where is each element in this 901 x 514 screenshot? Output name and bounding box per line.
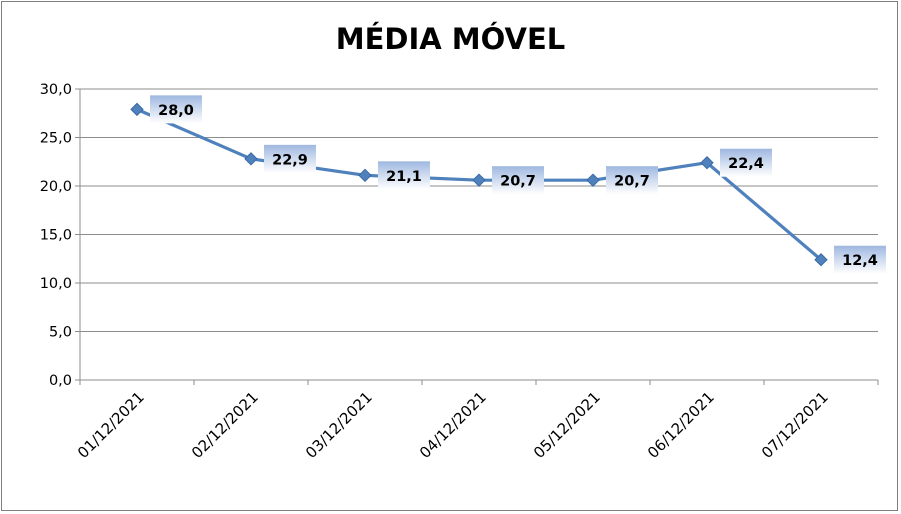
x-tick-label: 01/12/2021 [74,388,148,462]
data-point-marker [586,173,600,187]
data-label-text: 28,0 [158,103,194,119]
data-point-marker [244,152,258,166]
gridlines [80,88,878,332]
x-tick-label: 07/12/2021 [758,388,832,462]
data-point-marker [814,253,828,267]
y-tick-label: 0,0 [49,373,72,389]
data-label-text: 12,4 [842,253,878,269]
y-tick-label: 10,0 [40,276,72,292]
x-axis-tick-labels: 01/12/2021 02/12/2021 03/12/2021 04/12/2021… [74,388,832,462]
data-label-text: 20,7 [500,174,536,190]
data-point-marker [472,173,486,187]
data-label: 22,9 [264,144,316,173]
data-label: 20,7 [492,166,544,195]
data-label: 20,7 [606,166,658,195]
data-label-box [264,144,316,173]
data-label-text: 22,4 [728,156,764,172]
data-labels: 28,0 22,9 21,1 20,7 20,7 22,4 12,4 [150,95,886,274]
data-label-box [606,166,658,195]
data-label-box [150,95,202,124]
y-tick-label: 15,0 [40,228,72,244]
data-label-box [492,166,544,195]
data-label-text: 20,7 [614,174,650,190]
y-tick-label: 20,0 [40,179,72,195]
data-label-text: 21,1 [386,169,422,185]
data-label-box [834,245,886,274]
data-label: 28,0 [150,95,202,124]
data-point-marker [130,102,144,117]
data-label: 21,1 [378,161,430,190]
series-markers [130,102,828,267]
chart-title: MÉDIA MÓVEL [335,22,566,56]
x-tick-label: 03/12/2021 [302,388,376,462]
data-point-marker [700,156,714,170]
x-tick-label: 04/12/2021 [416,388,490,462]
data-point-marker [358,168,372,183]
data-label: 12,4 [834,245,886,274]
y-tick-label: 5,0 [49,325,72,341]
y-tick-label: 30,0 [40,82,72,98]
data-label-box [378,161,430,190]
x-tick-label: 06/12/2021 [644,388,718,462]
axes [75,88,879,385]
data-label-text: 22,9 [272,152,308,168]
y-tick-label: 25,0 [40,131,72,147]
data-label: 22,4 [720,148,772,177]
y-axis-tick-labels: 0,0 5,0 10,0 15,0 20,0 25,0 30,0 [40,82,72,389]
x-tick-label: 02/12/2021 [188,388,262,462]
x-tick-label: 05/12/2021 [530,388,604,462]
data-label-box [720,148,772,177]
